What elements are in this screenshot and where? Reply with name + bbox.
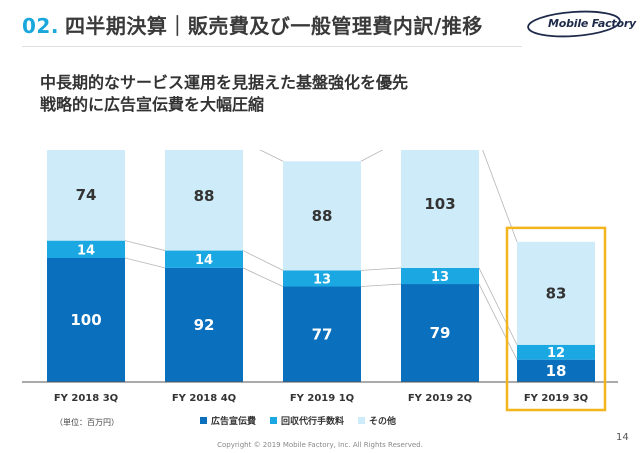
x-tick-label: FY 2018 4Q	[172, 393, 236, 404]
connector-line	[124, 257, 166, 269]
highlight-box	[505, 226, 607, 412]
bar-ad	[47, 258, 125, 382]
data-label-other: 103	[424, 195, 455, 213]
connector-line	[360, 283, 402, 287]
subtitle: 中長期的なサービス運用を見据えた基盤強化を優先 戦略的に広告宣伝費を大幅圧縮	[40, 72, 408, 116]
data-label-other: 74	[76, 186, 97, 204]
data-label-other: 88	[194, 187, 215, 205]
bar-fee	[165, 250, 243, 268]
connector-line	[482, 150, 518, 243]
section-number: 02.	[22, 14, 59, 38]
header-bar	[0, 0, 640, 50]
data-label-ad: 79	[430, 324, 451, 342]
bar-fee	[517, 344, 595, 360]
legend-label-fee: 回収代行手数料	[281, 417, 345, 427]
legend-label-ad: 広告宣伝費	[211, 417, 257, 427]
data-label-other: 83	[546, 284, 567, 302]
data-label-fee: 13	[431, 270, 449, 285]
connector-line	[478, 283, 518, 360]
title-text: 四半期決算｜販売費及び一般管理費内訳/推移	[64, 14, 483, 38]
subtitle-line-1: 中長期的なサービス運用を見据えた基盤強化を優先	[40, 73, 409, 92]
x-tick-label: FY 2019 2Q	[408, 393, 472, 404]
page-number: 14	[616, 432, 629, 443]
bar-other	[165, 150, 243, 251]
bar-other	[517, 241, 595, 345]
logo-text: Mobile Factory	[548, 17, 637, 30]
bar-fee	[401, 267, 479, 285]
data-label-fee: 12	[547, 346, 565, 361]
data-label-fee: 13	[313, 272, 331, 287]
legend-item-ad: 広告宣伝費	[200, 414, 256, 427]
connector-line	[124, 240, 166, 251]
bar-fee	[47, 240, 125, 258]
x-tick-label: FY 2019 3Q	[524, 393, 588, 404]
x-tick-label: FY 2018 3Q	[54, 393, 118, 404]
legend-swatch-ad	[200, 417, 207, 424]
subtitle-line-2: 戦略的に広告宣伝費を大幅圧縮	[40, 95, 265, 114]
data-label-other: 88	[312, 207, 333, 225]
connector-line	[360, 267, 402, 271]
chart-legend: 広告宣伝費 回収代行手数料 その他	[200, 414, 396, 427]
logo-swoosh-icon	[527, 10, 621, 38]
legend-item-other: その他	[358, 414, 396, 427]
data-label-ad: 18	[546, 362, 567, 380]
data-label-fee: 14	[77, 243, 95, 258]
unit-note: （単位：百万円）	[55, 418, 119, 427]
bar-other	[401, 150, 479, 268]
bar-ad	[401, 284, 479, 382]
connector-line	[360, 150, 384, 162]
data-label-ad: 77	[312, 325, 333, 343]
legend-swatch-fee	[270, 417, 278, 424]
legend-swatch-other	[358, 417, 366, 424]
bar-ad	[517, 359, 595, 382]
connector-line	[259, 150, 284, 162]
bar-other	[47, 150, 125, 241]
bar-other	[283, 161, 361, 271]
legend-item-fee: 回収代行手数料	[270, 414, 344, 427]
sga-breakdown-chart: 100 14 74 FY 2018 3Q 92 14 88 FY 2018 4Q 77 13 88 F…	[22, 150, 618, 412]
bar-ad	[165, 267, 243, 382]
legend-label-other: その他	[369, 417, 397, 427]
connector-line	[242, 250, 284, 271]
x-tick-label: FY 2019 1Q	[290, 393, 354, 404]
bar-ad	[283, 286, 361, 382]
data-label-fee: 14	[195, 253, 213, 268]
connector-line	[242, 267, 284, 287]
copyright: Copyright © 2019 Mobile Factory, Inc. Al…	[217, 441, 423, 449]
page-title: 02. 四半期決算｜販売費及び一般管理費内訳/推移	[22, 10, 483, 39]
data-label-ad: 100	[70, 311, 101, 329]
connector-line	[478, 267, 518, 345]
data-label-ad: 92	[194, 316, 215, 334]
header-divider	[22, 46, 522, 47]
bar-fee	[283, 270, 361, 287]
